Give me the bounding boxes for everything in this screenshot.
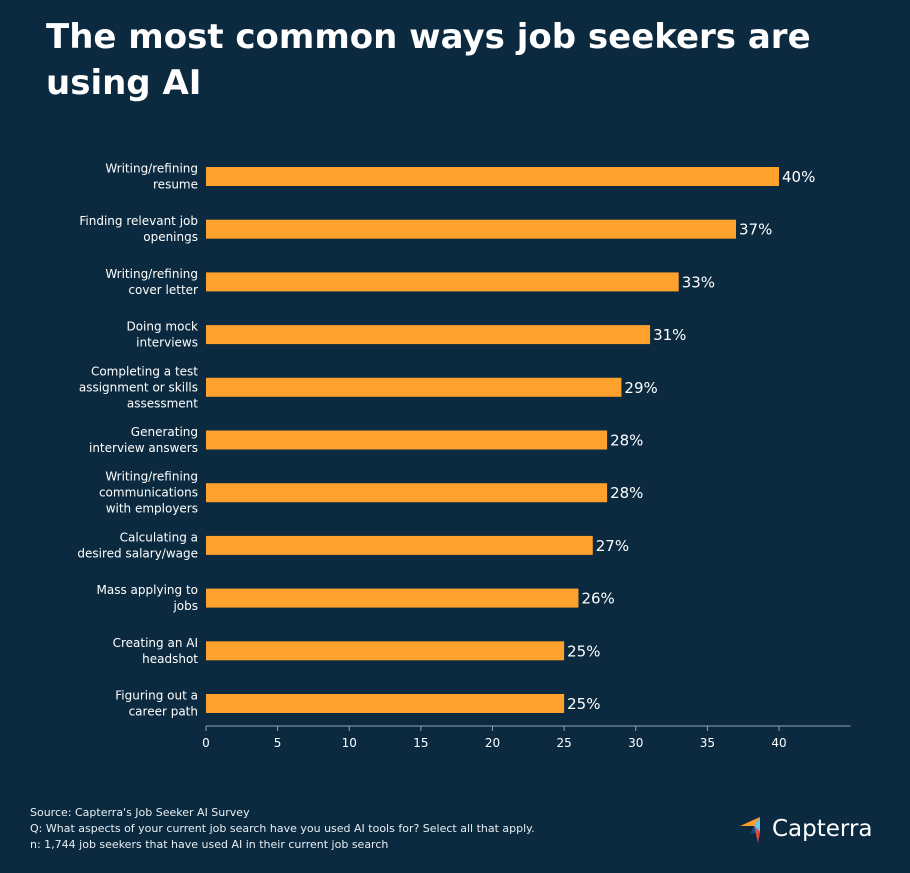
bar <box>206 430 608 450</box>
value-label: 37% <box>739 221 772 239</box>
sample-note: n: 1,744 job seekers that have used AI i… <box>30 838 389 851</box>
value-label: 28% <box>610 432 643 450</box>
bar <box>206 272 679 292</box>
category-label: Writing/refining resume <box>105 162 198 192</box>
category-label: Calculating a desired salary/wage <box>77 530 198 560</box>
value-labels: 40% 37% 33% 31% 29% 28% 28% 27% 26% 25% 25% <box>567 168 815 713</box>
x-tick-label: 20 <box>485 736 500 750</box>
bar <box>206 219 737 239</box>
category-label: Generating interview answers <box>89 425 198 455</box>
category-labels: Writing/refining resume Finding relevant j… <box>77 162 198 719</box>
value-label: 27% <box>596 537 629 555</box>
bar-chart: Writing/refining resume Finding relevant j… <box>77 162 851 750</box>
bar <box>206 535 593 555</box>
x-tick-label: 10 <box>342 736 357 750</box>
value-label: 31% <box>653 326 686 344</box>
category-label: Completing a test assignment or skills ass… <box>79 364 198 410</box>
source-note: Source: Capterra's Job Seeker AI Survey <box>30 806 250 819</box>
value-label: 40% <box>782 168 815 186</box>
bar <box>206 641 565 661</box>
value-label: 33% <box>682 273 715 291</box>
x-tick-label: 25 <box>556 736 571 750</box>
category-label: Mass applying to jobs <box>97 583 198 613</box>
x-tick-label: 15 <box>413 736 428 750</box>
category-label: Creating an AI headshot <box>113 636 199 666</box>
bar <box>206 588 579 608</box>
bar <box>206 325 651 345</box>
x-tick-label: 5 <box>274 736 282 750</box>
bar <box>206 377 622 397</box>
chart-footer: Source: Capterra's Job Seeker AI Survey … <box>30 805 535 853</box>
x-tick-label: 35 <box>700 736 715 750</box>
x-tick-label: 0 <box>202 736 210 750</box>
capterra-logo: Capterra <box>740 812 873 846</box>
logo-text: Capterra <box>772 816 873 842</box>
value-label: 26% <box>581 590 614 608</box>
category-label: Finding relevant job openings <box>79 214 198 244</box>
question-note: Q: What aspects of your current job sear… <box>30 822 535 835</box>
capterra-arrow-icon <box>740 817 760 843</box>
value-label: 28% <box>610 484 643 502</box>
value-label: 25% <box>567 695 600 713</box>
x-tick-label: 40 <box>771 736 786 750</box>
bar <box>206 167 779 186</box>
bars-group <box>206 167 779 713</box>
value-label: 25% <box>567 642 600 660</box>
bar <box>206 483 608 503</box>
category-label: Writing/refining cover letter <box>105 267 198 297</box>
category-label: Doing mock interviews <box>126 320 198 350</box>
category-label: Figuring out a career path <box>115 689 198 719</box>
bar <box>206 694 565 713</box>
x-tick-label: 30 <box>628 736 643 750</box>
category-label: Writing/refining communications with emplo… <box>99 470 198 516</box>
x-axis-ticks: 0 5 10 15 20 25 30 35 40 <box>202 726 787 750</box>
value-label: 29% <box>624 379 657 397</box>
chart-title: The most common ways job seekers are usi… <box>46 17 811 103</box>
